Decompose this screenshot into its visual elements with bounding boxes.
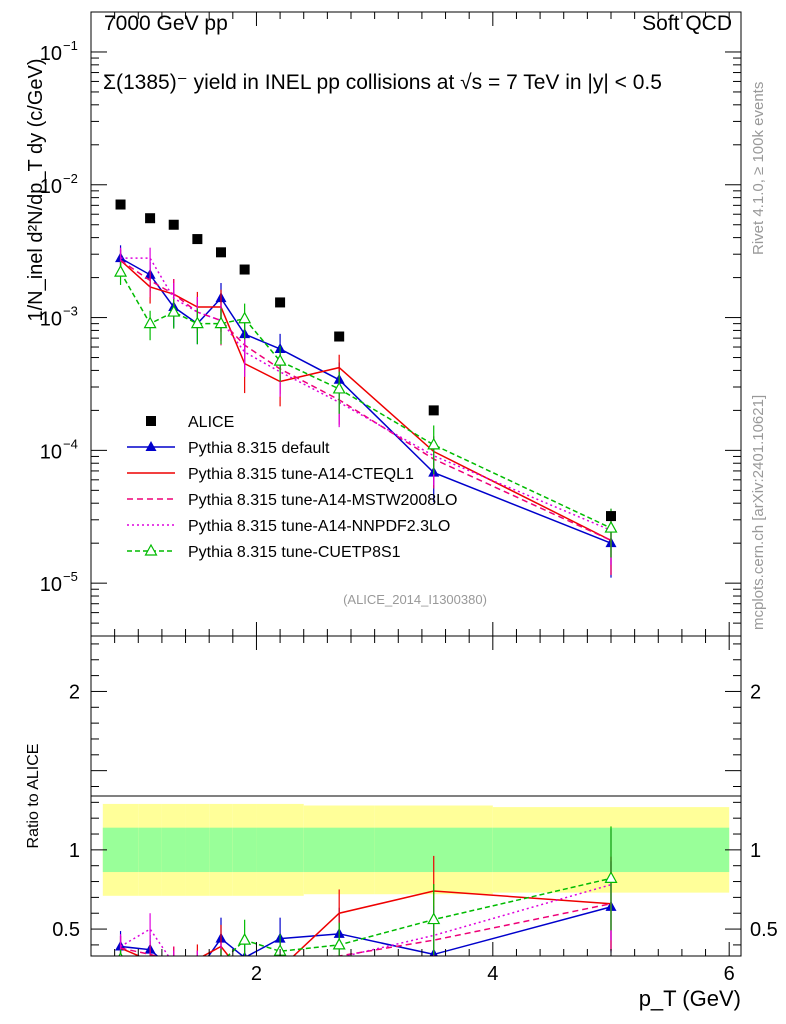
legend-label: ALICE — [188, 414, 234, 431]
y-tick-exponent: −2 — [63, 171, 78, 186]
ratio-point — [238, 932, 252, 945]
analysis-watermark: (ALICE_2014_I1300380) — [343, 592, 487, 607]
y-tick-exponent: −4 — [63, 436, 78, 451]
series-point — [238, 311, 252, 324]
data-point — [275, 297, 286, 308]
data-point — [115, 199, 126, 210]
ratio-tick-label: 1 — [69, 840, 80, 862]
mcplots-label: mcplots.cern.ch [arXiv:2401.10621] — [750, 395, 767, 630]
ratio-band-stat — [185, 827, 210, 873]
main-panel-frame — [90, 11, 742, 637]
data-point — [192, 234, 203, 245]
y-tick-label: 10 — [40, 574, 62, 596]
header-right: Soft QCD — [642, 12, 732, 35]
chart-title: Σ(1385)⁻ yield in INEL pp collisions at … — [103, 71, 662, 94]
series-point — [214, 316, 228, 329]
series-point — [167, 304, 181, 317]
ratio-point — [332, 937, 346, 950]
y-tick-label: 10 — [40, 441, 62, 463]
ratio-band-stat — [138, 827, 162, 873]
data-point — [168, 219, 179, 230]
data-point — [239, 264, 250, 275]
data-point — [606, 511, 616, 522]
ratio-tick-label-right: 0.5 — [750, 919, 778, 941]
legend-label: Pythia 8.315 tune-A14-MSTW2008LO — [188, 492, 457, 509]
ratio-band-stat — [102, 827, 139, 873]
legend-label: Pythia 8.315 tune-A14-CTEQL1 — [188, 466, 414, 483]
series-line — [120, 257, 612, 532]
ratio-tick-label: 2 — [69, 681, 80, 703]
series-point — [604, 520, 618, 533]
ratio-band-stat — [256, 827, 304, 873]
axes-ticks: 2 4 610−510−410−310−210 −10.5 0.51 12 2 — [40, 11, 778, 985]
ratio-series-line — [120, 902, 612, 956]
ratio-band-stat — [303, 827, 375, 873]
series-point — [332, 381, 346, 394]
data-point — [428, 405, 439, 416]
series-point — [427, 437, 441, 450]
ratio-point — [118, 951, 123, 956]
ratio-uncertainty-bands — [102, 803, 730, 896]
ratio-point — [192, 966, 203, 976]
y-tick-exponent: −5 — [63, 569, 78, 584]
ratio-point — [220, 955, 222, 956]
ratio-point — [192, 966, 203, 976]
legend-marker — [145, 441, 157, 451]
ratio-band-stat — [209, 827, 233, 873]
data-point — [334, 331, 345, 342]
x-axis-label: p_T (GeV) — [639, 986, 741, 1011]
legend-label: Pythia 8.315 tune-CUETP8S1 — [188, 544, 401, 561]
ratio-axis-label: Ratio to ALICE — [25, 744, 42, 849]
series-point — [273, 353, 287, 366]
data-point — [145, 213, 156, 224]
legend-marker — [144, 543, 158, 556]
header-left: 7000 GeV pp — [104, 12, 228, 35]
ratio-panel-frame — [90, 635, 742, 957]
ratio-tick-label-right: 2 — [750, 681, 761, 703]
series-line — [120, 259, 612, 542]
legend-label: Pythia 8.315 default — [188, 440, 330, 457]
y-axis-label: 1/N_inel d²N/dp_T dy (c/GeV) — [25, 58, 47, 321]
series-line — [120, 259, 612, 542]
x-tick-label: 6 — [724, 963, 735, 985]
y-tick-label: 10 — [40, 309, 62, 331]
x-tick-label: 2 — [251, 963, 262, 985]
ratio-band-stat — [161, 827, 186, 873]
ratio-series-line — [120, 906, 612, 956]
ratio-band-stat — [232, 827, 257, 873]
rivet-label: Rivet 4.1.0, ≥ 100k events — [750, 82, 767, 255]
series-point — [114, 264, 128, 277]
x-tick-label: 4 — [487, 963, 498, 985]
main-panel-series — [114, 199, 618, 578]
legend-label: Pythia 8.315 tune-A14-NNPDF2.3LO — [188, 518, 450, 535]
series-point — [190, 316, 204, 329]
ratio-tick-label: 0.5 — [52, 919, 80, 941]
ratio-point — [168, 964, 179, 974]
y-tick-label: 10 — [40, 176, 62, 198]
y-tick-exponent: −3 — [63, 304, 78, 319]
ratio-point — [604, 871, 618, 883]
ratio-panel-series — [115, 826, 618, 987]
ratio-series-line — [120, 883, 612, 956]
y-tick-exponent: −1 — [63, 38, 78, 53]
ratio-point — [145, 977, 156, 987]
data-point — [216, 247, 226, 258]
ratio-point — [168, 967, 179, 977]
ratio-series-line — [120, 890, 612, 956]
ratio-tick-label-right: 1 — [750, 840, 761, 862]
ratio-point — [427, 912, 441, 925]
legend-marker — [146, 416, 156, 426]
y-tick-label: 10 — [40, 43, 62, 65]
legend: ALICE Pythia 8.315 default Pythia 8.315 tu… — [127, 414, 457, 561]
series-line — [119, 271, 612, 529]
series-point — [143, 316, 157, 329]
